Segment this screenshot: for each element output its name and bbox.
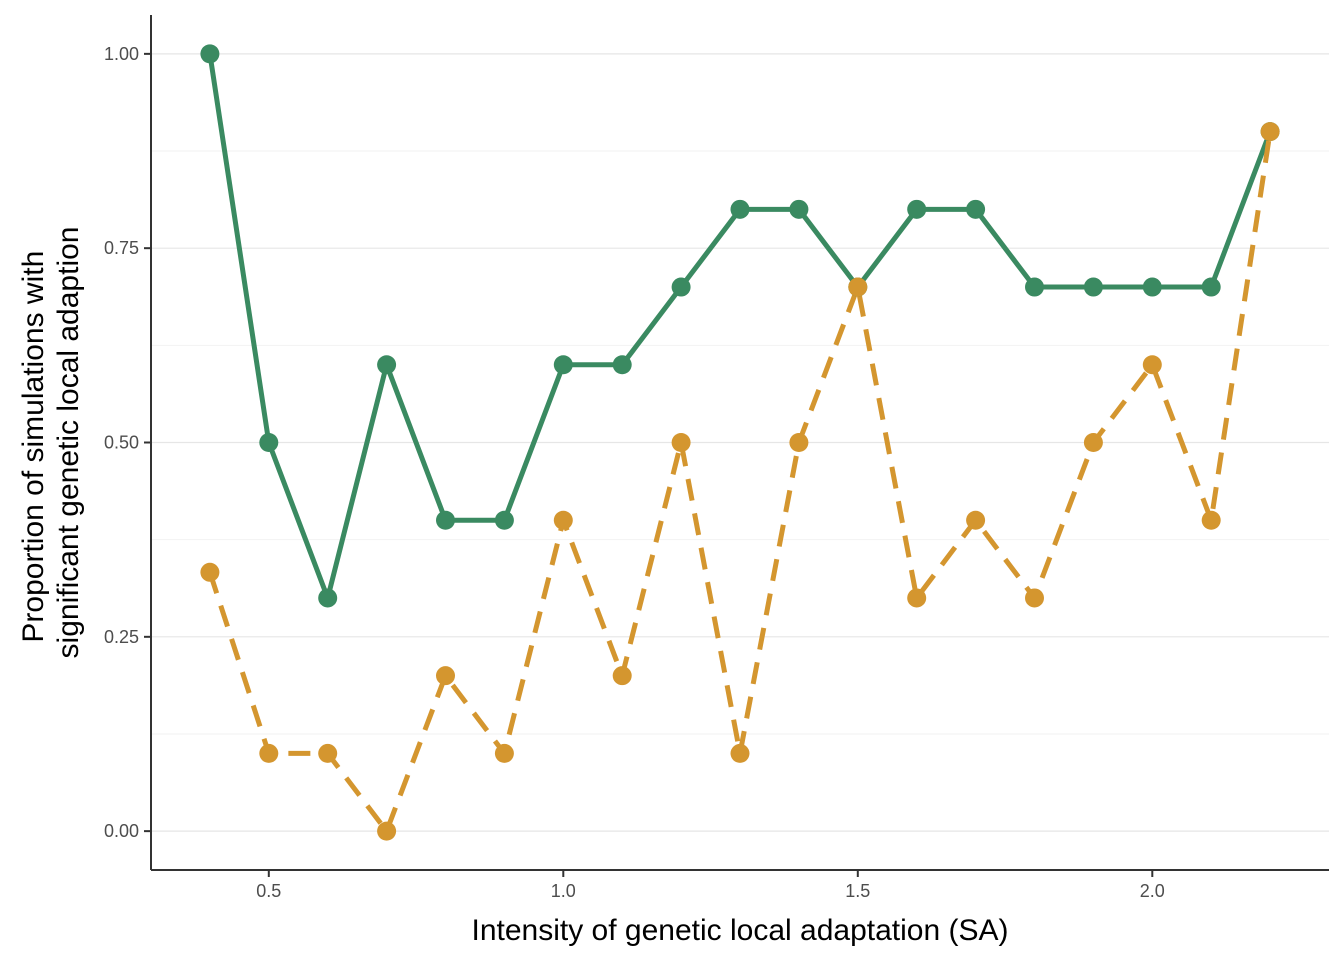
series-1-point bbox=[494, 510, 514, 530]
series-2-point bbox=[671, 433, 691, 452]
series-2-point bbox=[494, 743, 514, 763]
y-tick-label: 0.50 bbox=[104, 433, 139, 453]
series-2-point bbox=[259, 743, 279, 763]
series-layer bbox=[200, 44, 1280, 841]
tick-labels: 0.00 0.25 0.50 0.75 1.00 0.5 1.0 1.5 2.0 bbox=[104, 44, 1165, 901]
series-1-point bbox=[730, 199, 750, 219]
y-tick-label: 1.00 bbox=[104, 44, 139, 64]
y-tick-label: 0.25 bbox=[104, 627, 139, 647]
y-axis-title: Proportion of simulations with significa… bbox=[17, 227, 85, 659]
series-1-line bbox=[207, 53, 1273, 601]
series-1-point bbox=[907, 199, 927, 219]
series-2-point bbox=[1260, 122, 1280, 142]
y-tick-label: 0.00 bbox=[104, 821, 139, 841]
y-tick-label: 0.75 bbox=[104, 238, 139, 258]
series-1-point bbox=[966, 199, 986, 219]
series-2-point bbox=[730, 743, 750, 763]
series-2-point bbox=[1083, 433, 1103, 452]
series-2-point bbox=[789, 433, 809, 452]
x-tick-label: 1.5 bbox=[845, 881, 870, 901]
series-2-line bbox=[207, 131, 1273, 834]
series-1-point bbox=[1083, 277, 1103, 297]
series-2-point bbox=[377, 821, 397, 841]
gridlines bbox=[151, 53, 1329, 832]
series-2-point bbox=[1025, 588, 1044, 608]
x-axis-title: Intensity of genetic local adaptation (S… bbox=[472, 914, 1009, 947]
series-1-point bbox=[318, 588, 338, 608]
series-1-point bbox=[200, 44, 220, 64]
series-2-point bbox=[1201, 510, 1221, 530]
y-axis-title-line-2: significant genetic local adaption bbox=[52, 227, 85, 659]
series-2-point bbox=[1142, 355, 1162, 375]
series-1-point bbox=[612, 355, 632, 375]
series-2-point bbox=[318, 743, 338, 763]
series-2-point bbox=[907, 588, 927, 608]
y-axis-title-line-1: Proportion of simulations with bbox=[17, 251, 50, 643]
series-2-point bbox=[966, 510, 986, 530]
series-2-point bbox=[200, 562, 220, 582]
series-1-point bbox=[259, 433, 279, 452]
series-1-point bbox=[789, 199, 809, 219]
series-1-point bbox=[671, 277, 691, 297]
series-1-point bbox=[377, 355, 397, 375]
x-tick-label: 1.0 bbox=[551, 881, 576, 901]
series-1-point bbox=[436, 510, 455, 530]
series-2-point bbox=[612, 666, 632, 686]
series-1-point bbox=[1142, 277, 1162, 297]
series-2-point bbox=[848, 277, 868, 297]
x-tick-label: 0.5 bbox=[256, 881, 281, 901]
x-tick-label: 2.0 bbox=[1140, 881, 1165, 901]
series-1-point bbox=[1201, 277, 1221, 297]
series-1-point bbox=[553, 355, 573, 375]
series-1-point bbox=[1025, 277, 1044, 297]
series-2-point bbox=[436, 666, 455, 686]
series-2-point bbox=[553, 510, 573, 530]
